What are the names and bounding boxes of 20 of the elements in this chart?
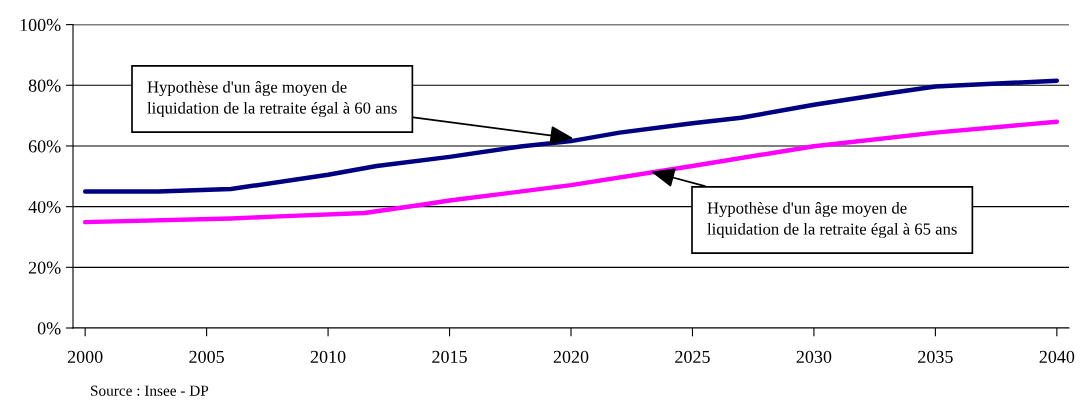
line-series (82, 78, 1060, 194)
x-tick-label: 2000 (67, 350, 103, 363)
annotation: Hypothèse d'un âge moyen de liquidation de la retraite égal à 65 ans (707, 201, 957, 239)
x-tick-label: 2005 (189, 350, 224, 363)
y-tick-label: 40% (28, 200, 61, 214)
annotation: Hypothèse d'un âge moyen de liquidation de la retraite égal à 60 ans (147, 80, 397, 118)
x-tick-label: 2030 (796, 350, 832, 363)
y-tick-label: 0% (37, 322, 61, 335)
x-tick-label: 2035 (918, 350, 953, 363)
x-tick-label: 2040 (1039, 350, 1075, 363)
x-tick-label: 2020 (553, 350, 589, 363)
x-tick-label: 2025 (675, 350, 710, 363)
y-tick-label: 60% (28, 140, 61, 153)
x-tick-label: 2015 (432, 350, 467, 363)
y-tick-label: 20% (28, 261, 61, 274)
y-tick-label: 100% (20, 18, 61, 32)
line-series (82, 119, 1060, 225)
y-tick-label: 80% (28, 79, 61, 92)
source-note: Source : Insee - DP (91, 385, 209, 396)
x-tick-label: 2010 (310, 350, 346, 363)
